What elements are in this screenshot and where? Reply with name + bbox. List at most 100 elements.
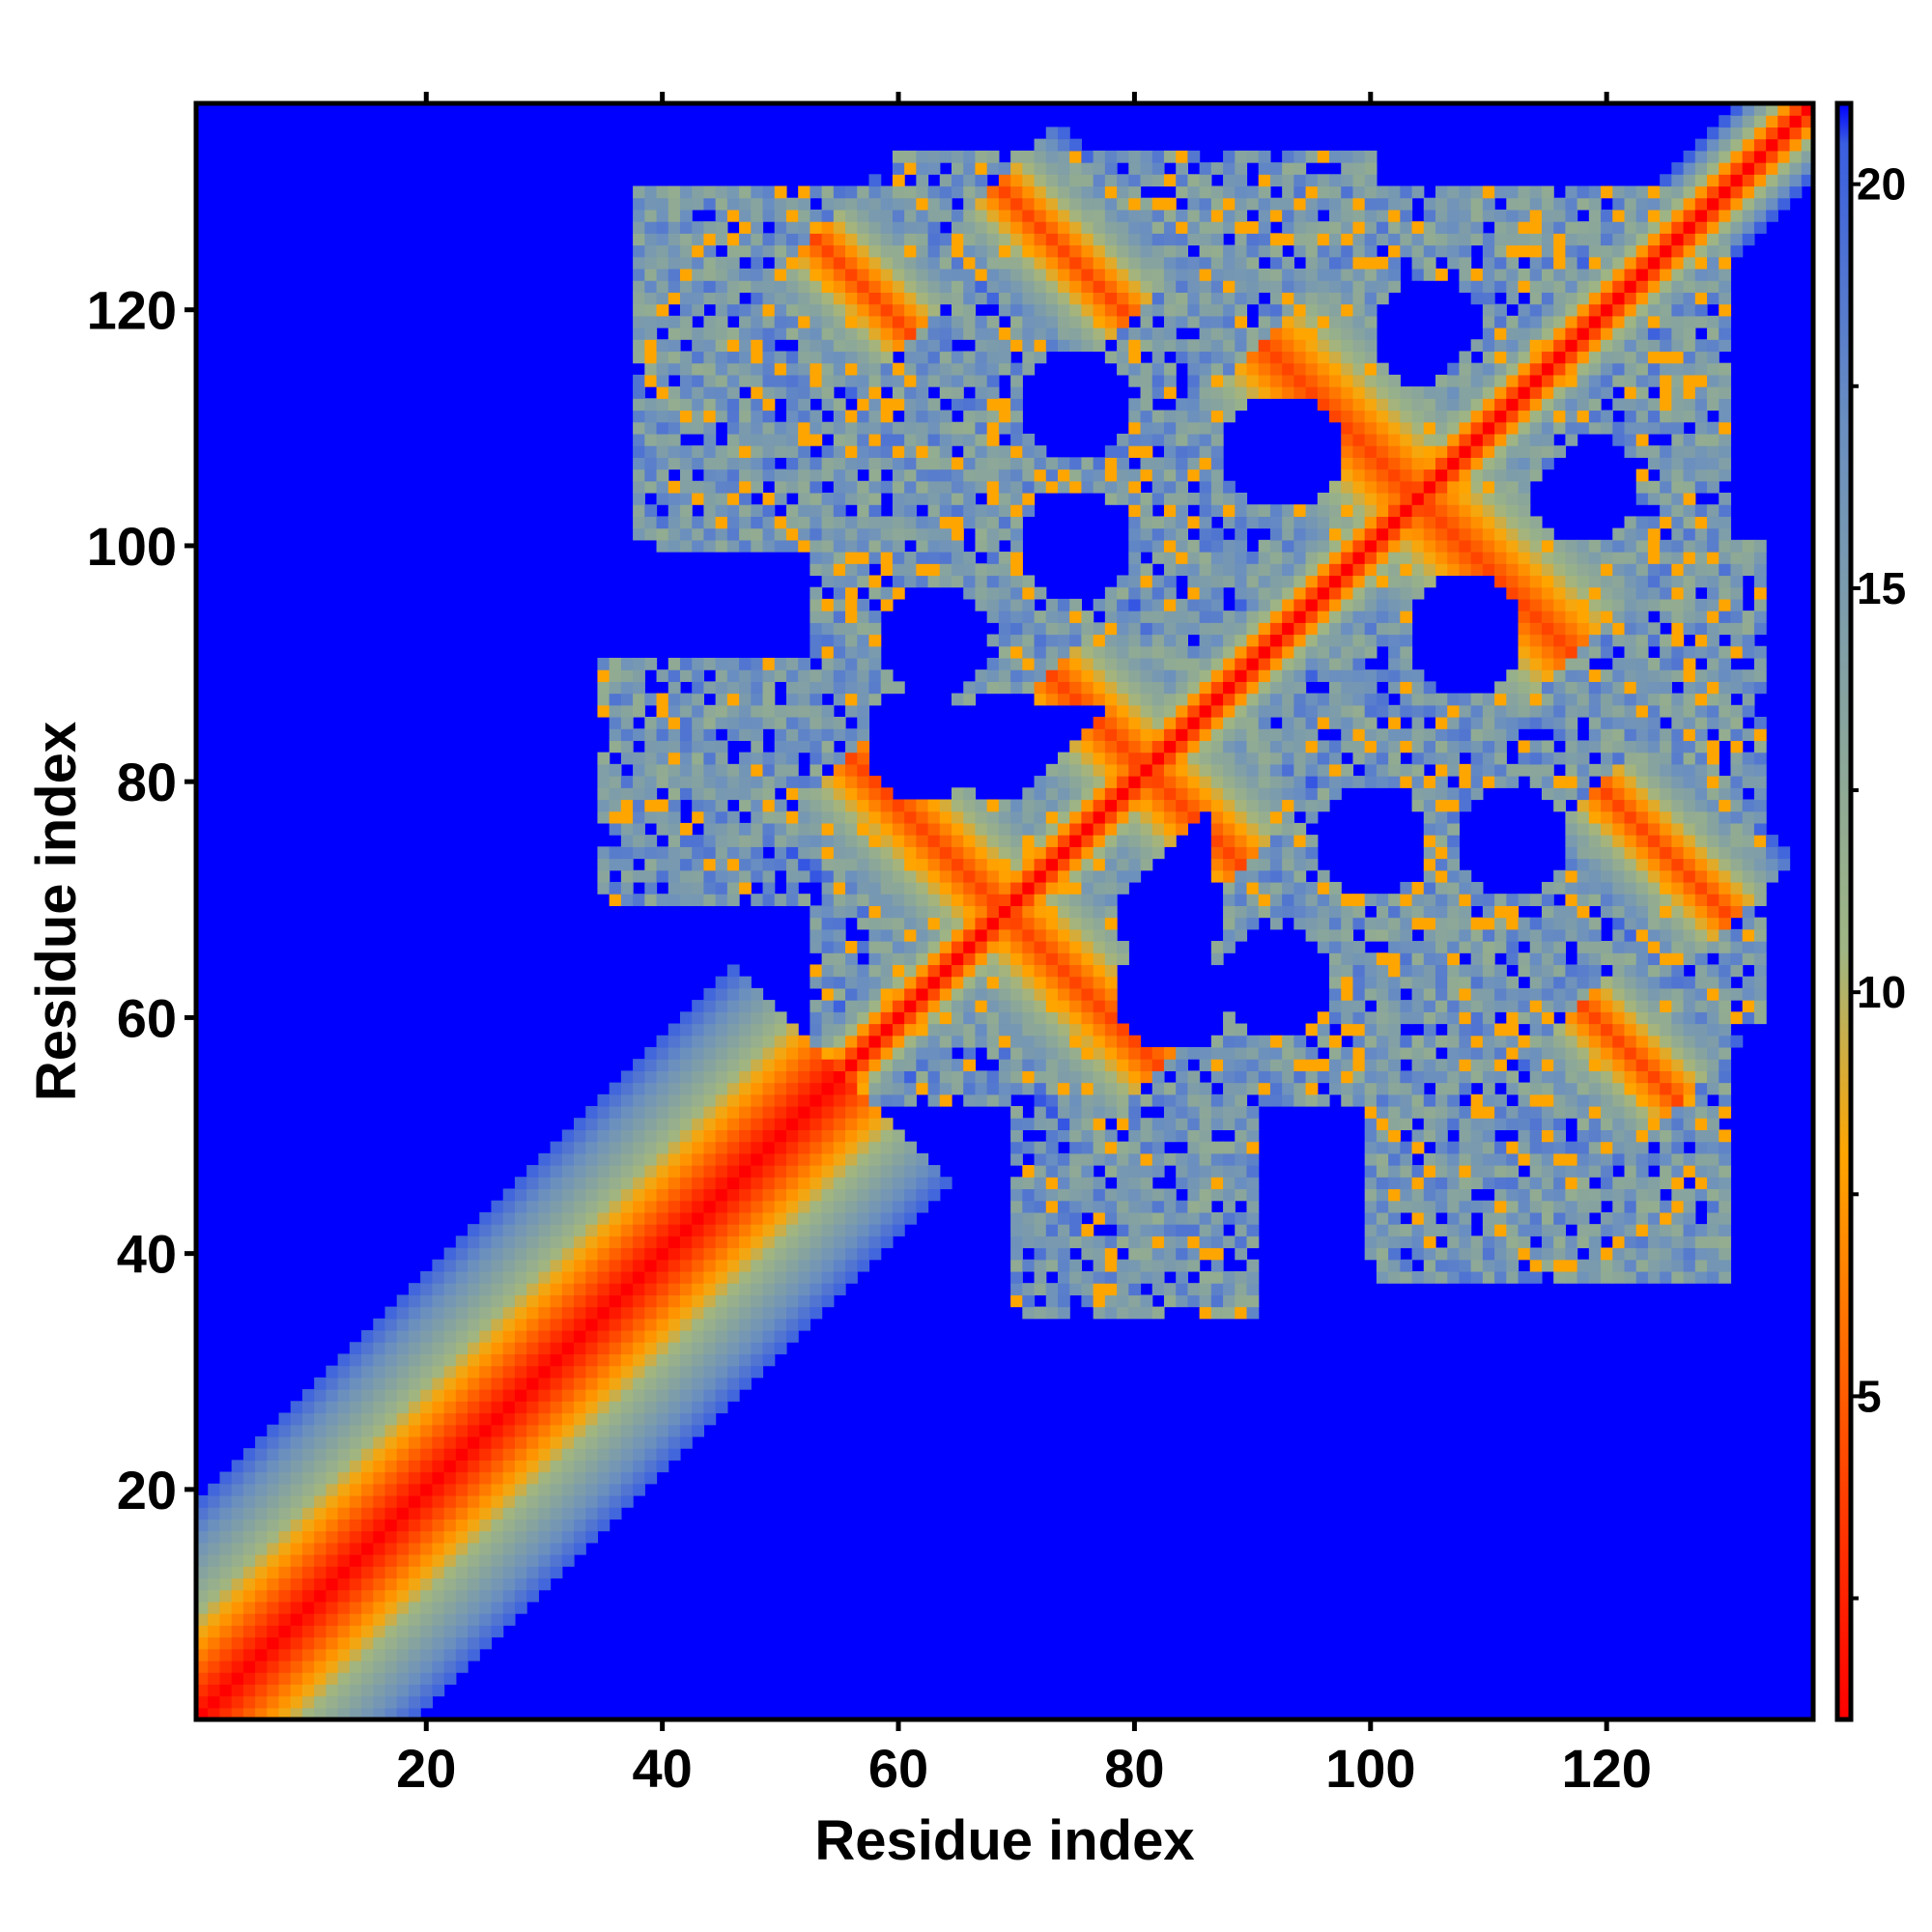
heatmap-cell: [762, 822, 776, 836]
heatmap-cell: [502, 1601, 516, 1614]
heatmap-cell: [739, 1236, 752, 1249]
heatmap-cell: [1128, 563, 1142, 577]
heatmap-cell: [1199, 386, 1212, 399]
heatmap-cell: [550, 1424, 563, 1437]
heatmap-cell: [1104, 787, 1118, 801]
heatmap-cell: [1034, 1000, 1047, 1012]
heatmap-cell: [1117, 611, 1129, 623]
heatmap-cell: [751, 303, 764, 317]
heatmap-cell: [1081, 810, 1094, 824]
heatmap-cell: [314, 1625, 327, 1638]
heatmap-cell: [1093, 256, 1106, 270]
heatmap-cell: [715, 1270, 728, 1284]
heatmap-cell: [1163, 787, 1177, 801]
heatmap-cell: [1163, 1247, 1177, 1261]
heatmap-cell: [916, 351, 929, 364]
heatmap-cell: [396, 1601, 410, 1614]
heatmap-cell: [1140, 504, 1153, 518]
heatmap-cell: [1187, 799, 1201, 812]
heatmap-cell: [561, 1353, 575, 1367]
heatmap-cell: [668, 1224, 681, 1236]
heatmap-cell: [703, 1330, 717, 1343]
heatmap-cell: [668, 1259, 681, 1272]
heatmap-cell: [751, 1211, 764, 1225]
heatmap-cell: [798, 469, 810, 482]
heatmap-cell: [597, 657, 611, 670]
heatmap-cell: [668, 256, 681, 270]
heatmap-cell: [502, 1566, 516, 1579]
heatmap-cell: [1093, 928, 1106, 942]
heatmap-cell: [857, 351, 870, 364]
heatmap-cell: [880, 976, 894, 989]
heatmap-cell: [644, 869, 658, 883]
heatmap-cell: [443, 1342, 457, 1355]
heatmap-cell: [574, 1530, 586, 1544]
heatmap-cell: [857, 280, 870, 293]
heatmap-cell: [1151, 280, 1165, 293]
heatmap-cell: [821, 776, 835, 788]
heatmap-cell: [656, 256, 669, 270]
heatmap-cell: [751, 810, 764, 824]
heatmap-cell: [774, 1094, 787, 1107]
heatmap-cell: [904, 268, 917, 281]
heatmap-cell: [726, 1318, 740, 1331]
heatmap-cell: [408, 1672, 421, 1685]
heatmap-cell: [821, 539, 835, 553]
heatmap-cell: [1199, 552, 1212, 564]
heatmap-cell: [597, 1177, 611, 1190]
heatmap-cell: [998, 421, 1011, 435]
heatmap-cell: [255, 1707, 268, 1720]
heatmap-cell: [939, 233, 952, 246]
heatmap-cell: [1034, 197, 1047, 211]
heatmap-cell: [396, 1389, 410, 1402]
heatmap-cell: [633, 233, 645, 246]
heatmap-cell: [1022, 480, 1036, 494]
heatmap-cell: [597, 1460, 611, 1473]
heatmap-cell: [408, 1460, 421, 1473]
heatmap-cell: [726, 233, 740, 246]
heatmap-cell: [679, 1224, 693, 1236]
heatmap-cell: [833, 1070, 846, 1084]
heatmap-cell: [726, 763, 740, 777]
heatmap-cell: [574, 1377, 586, 1390]
heatmap-cell: [880, 1211, 894, 1225]
heatmap-cell: [278, 1530, 292, 1544]
heatmap-cell: [644, 693, 658, 706]
heatmap-cell: [857, 693, 870, 706]
heatmap-cell: [1151, 657, 1165, 670]
heatmap-cell: [833, 1011, 846, 1025]
heatmap-cell: [609, 1306, 622, 1320]
heatmap-cell: [420, 1365, 433, 1378]
heatmap-cell: [1022, 1200, 1036, 1213]
heatmap-cell: [609, 1152, 622, 1166]
heatmap-cell: [1057, 598, 1070, 611]
heatmap-cell: [715, 1318, 728, 1331]
heatmap-cell: [1140, 669, 1153, 682]
heatmap-cell: [231, 1695, 244, 1709]
heatmap-cell: [620, 869, 634, 883]
heatmap-cell: [715, 280, 728, 293]
heatmap-cell: [798, 398, 810, 412]
heatmap-cell: [975, 221, 988, 234]
heatmap-cell: [927, 516, 941, 529]
heatmap-cell: [1163, 303, 1177, 317]
heatmap-cell: [479, 1507, 493, 1520]
heatmap-cell: [502, 1283, 516, 1295]
heatmap-cell: [703, 1129, 717, 1143]
heatmap-cell: [1034, 351, 1047, 364]
heatmap-cell: [1093, 1082, 1106, 1095]
heatmap-cell: [396, 1435, 410, 1449]
heatmap-cell: [1057, 1259, 1070, 1272]
heatmap-cell: [880, 1011, 894, 1025]
heatmap-cell: [668, 1165, 681, 1178]
heatmap-cell: [692, 1236, 705, 1249]
heatmap-cell: [1140, 1259, 1153, 1272]
heatmap-cell: [986, 611, 1000, 623]
heatmap-cell: [927, 869, 941, 883]
heatmap-cell: [798, 1105, 810, 1119]
heatmap-cell: [892, 894, 905, 906]
heatmap-cell: [739, 268, 752, 281]
heatmap-cell: [1093, 1023, 1106, 1037]
heatmap-cell: [739, 669, 752, 682]
heatmap-cell: [1117, 351, 1129, 364]
